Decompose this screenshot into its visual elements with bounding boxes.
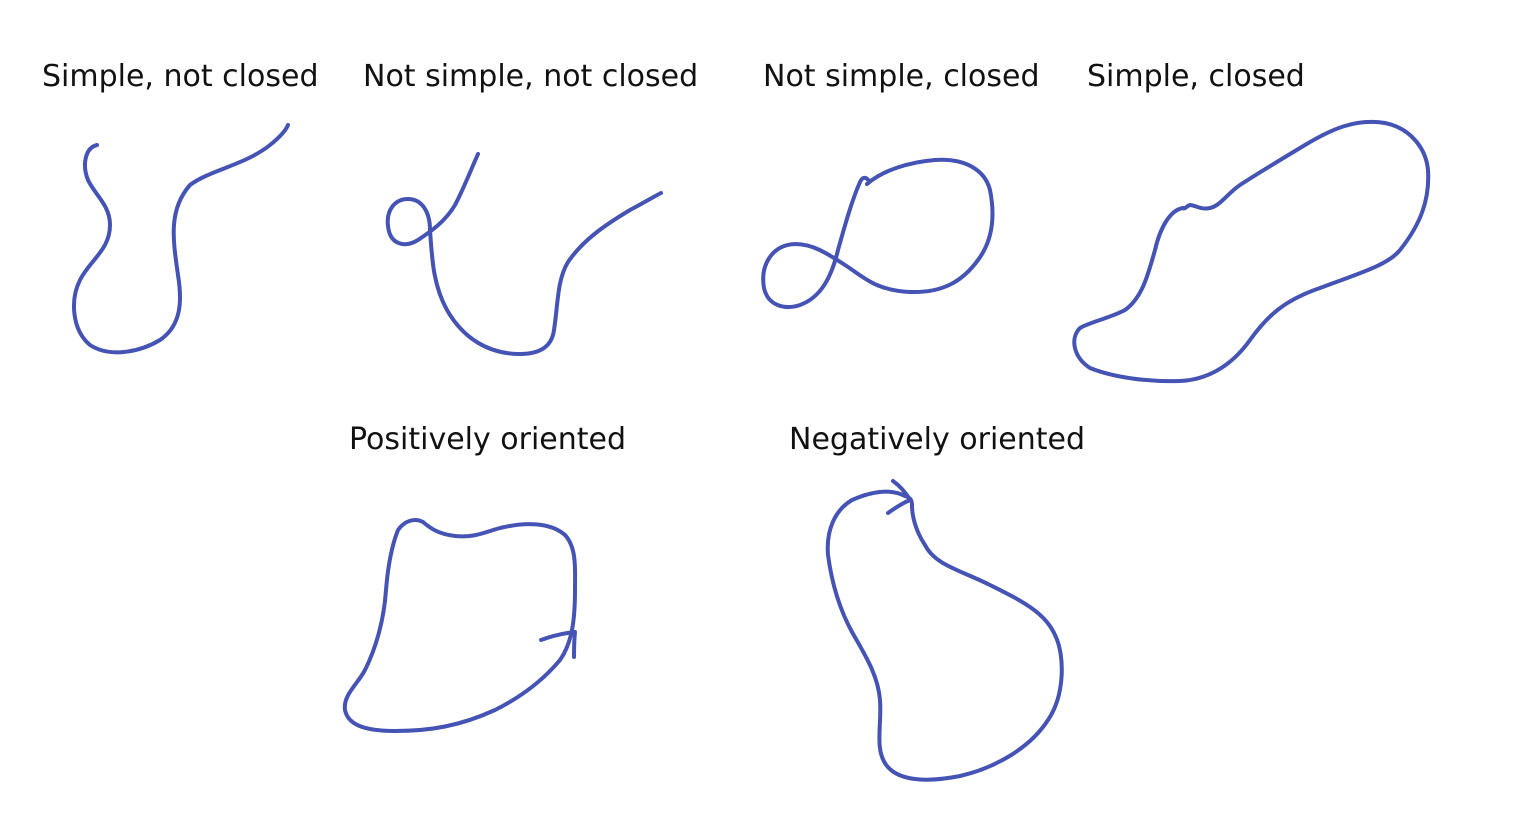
curve-positively-oriented (345, 520, 575, 731)
curve-not-simple-closed (763, 160, 992, 307)
curve-simple-closed (1074, 122, 1428, 381)
arrow-negative-orientation (888, 481, 910, 513)
curve-negatively-oriented (828, 492, 1062, 780)
curve-simple-not-closed (74, 125, 288, 352)
curve-not-simple-not-closed (388, 154, 661, 354)
